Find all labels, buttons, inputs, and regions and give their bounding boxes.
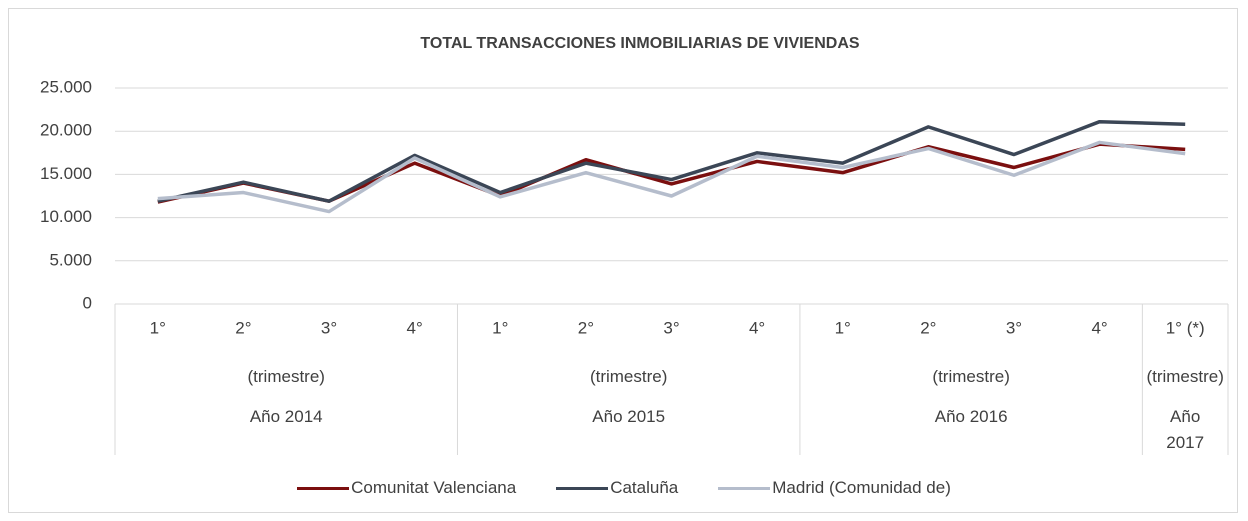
- group-label-box: Año 2017: [1166, 407, 1205, 452]
- group-sublabel-box: (trimestre): [1146, 367, 1224, 386]
- legend-label: Madrid (Comunidad de): [772, 478, 951, 497]
- y-tick-label: 25.000: [40, 77, 92, 96]
- y-tick-label: 0: [83, 293, 92, 312]
- group-sublabel-box: (trimestre): [932, 367, 1010, 386]
- legend-swatch: [556, 486, 609, 490]
- series-line: [157, 119, 1186, 203]
- series-line: [157, 142, 1186, 204]
- legend-item: Comunitat Valenciana: [297, 478, 516, 498]
- group-sublabel: (trimestre): [1146, 367, 1224, 386]
- y-tick-label: 15.000: [40, 164, 92, 183]
- group-sublabel: (trimestre): [589, 367, 668, 386]
- group-sublabel: (trimestre): [247, 367, 325, 386]
- x-tick-label: 1°: [492, 318, 508, 337]
- group-sublabel-box: (trimestre): [247, 367, 325, 386]
- group-label-box: Año 2016: [934, 407, 1008, 426]
- group-label: Año 2015: [592, 407, 666, 426]
- chart-title: TOTAL TRANSACCIONES INMOBILIARIAS DE VIV…: [420, 35, 859, 52]
- group-label: Año 2017: [1166, 407, 1205, 452]
- legend-label: Comunitat Valenciana: [351, 478, 517, 497]
- x-tick-label: 3°: [321, 318, 337, 337]
- x-tick-label: 4°: [407, 318, 423, 337]
- legend-swatch: [297, 486, 350, 490]
- group-sublabel-box: (trimestre): [589, 367, 668, 386]
- legend-label: Cataluña: [610, 478, 679, 497]
- x-tick-label: 3°: [663, 318, 679, 337]
- group-label-box: Año 2015: [592, 407, 666, 426]
- chart-frame: [8, 8, 1238, 513]
- x-tick-label: 1°: [835, 318, 851, 337]
- legend: Comunitat Valenciana Cataluña Madrid (Comu…: [0, 478, 1248, 498]
- legend-item: Cataluña: [556, 478, 678, 498]
- x-tick-label: 1°: [150, 318, 166, 337]
- x-tick-label: 2°: [235, 318, 251, 337]
- group-label: Año 2014: [249, 407, 323, 426]
- y-tick-label: 5.000: [49, 250, 92, 269]
- y-tick-label: 20.000: [40, 121, 92, 140]
- y-tick-label: 10.000: [40, 207, 92, 226]
- group-label-box: Año 2014: [249, 407, 323, 426]
- x-tick-label: 1° (*): [1166, 318, 1205, 337]
- x-tick-label: 4°: [1091, 318, 1107, 337]
- x-tick-label: 2°: [578, 318, 594, 337]
- group-label: Año 2016: [934, 407, 1008, 426]
- legend-swatch: [718, 486, 771, 490]
- legend-item: Madrid (Comunidad de): [718, 478, 951, 498]
- x-tick-label: 2°: [920, 318, 936, 337]
- x-tick-label: 4°: [749, 318, 765, 337]
- group-sublabel: (trimestre): [932, 367, 1010, 386]
- series-line: [157, 140, 1186, 214]
- x-tick-label: 3°: [1006, 318, 1022, 337]
